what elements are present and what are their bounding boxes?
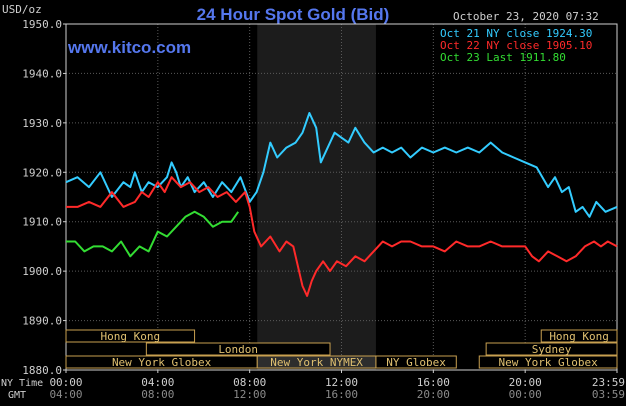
x-tick-label-ny: 20:00: [509, 376, 542, 389]
market-session-label: London: [218, 343, 258, 356]
y-axis-label: USD/oz: [2, 3, 42, 16]
x-tick-label-ny: 23:59: [592, 376, 625, 389]
legend: Oct 21 NY close 1924.30 Oct 22 NY close …: [440, 27, 592, 64]
market-session-box: [65, 329, 196, 343]
x-tick-label-gmt: 08:00: [141, 388, 174, 401]
series-line-0: [65, 112, 618, 218]
x-tick-label-gmt: 20:00: [417, 388, 450, 401]
series-line-2: [66, 210, 240, 258]
market-session-box: [145, 342, 331, 356]
x-axis-label-gmt: GMT: [8, 390, 26, 401]
x-axis-ticks: 00:0004:0004:0008:0008:0012:0012:0016:00…: [49, 370, 625, 401]
y-tick-label: 1900.0: [22, 265, 62, 278]
legend-item-oct22: Oct 22 NY close 1905.10: [440, 39, 592, 52]
y-tick-label: 1940.0: [22, 67, 62, 80]
market-session-box: [540, 329, 618, 343]
market-session-label: New York Globex: [498, 356, 598, 369]
chart-title: 24 Hour Spot Gold (Bid): [197, 5, 390, 24]
series-line-1: [66, 176, 618, 297]
site-label: www.kitco.com: [67, 38, 191, 57]
market-session-label: New York NYMEX: [270, 356, 363, 369]
y-tick-label: 1910.0: [22, 216, 62, 229]
y-tick-label: 1930.0: [22, 117, 62, 130]
market-session-box: [485, 342, 618, 356]
series-lines: [65, 112, 618, 297]
x-tick-label-ny: 16:00: [417, 376, 450, 389]
x-tick-label-gmt: 03:59: [592, 388, 625, 401]
market-session-box: [478, 355, 618, 369]
x-tick-label-gmt: 00:00: [509, 388, 542, 401]
legend-item-oct23: Oct 23 Last 1911.80: [440, 51, 566, 64]
market-session-label: New York Globex: [112, 356, 212, 369]
y-tick-label: 1890.0: [22, 315, 62, 328]
market-session-label: Hong Kong: [549, 330, 609, 343]
market-session-label: Hong Kong: [100, 330, 160, 343]
legend-item-oct21: Oct 21 NY close 1924.30: [440, 27, 592, 40]
market-session-label: NY Globex: [386, 356, 446, 369]
x-tick-label-gmt: 16:00: [325, 388, 358, 401]
y-axis-ticks: 1950.0 1940.0 1930.0 1920.0 1910.0 1900.0 1890…: [22, 18, 66, 377]
market-session-box: [375, 355, 457, 369]
x-tick-label-ny: 08:00: [233, 376, 266, 389]
nymex-session-band: [257, 24, 376, 370]
market-session-label: Sydney: [532, 343, 572, 356]
x-tick-label-ny: 04:00: [141, 376, 174, 389]
x-tick-label-ny: 00:00: [49, 376, 82, 389]
x-axis-label-ny: NY Time: [1, 378, 43, 389]
y-tick-label: 1880.0: [22, 364, 62, 377]
x-tick-label-gmt: 12:00: [233, 388, 266, 401]
y-tick-label: 1920.0: [22, 166, 62, 179]
y-tick-label: 1950.0: [22, 18, 62, 31]
x-tick-label-ny: 12:00: [325, 376, 358, 389]
timestamp: October 23, 2020 07:32: [453, 10, 599, 23]
x-tick-label-gmt: 04:00: [49, 388, 82, 401]
